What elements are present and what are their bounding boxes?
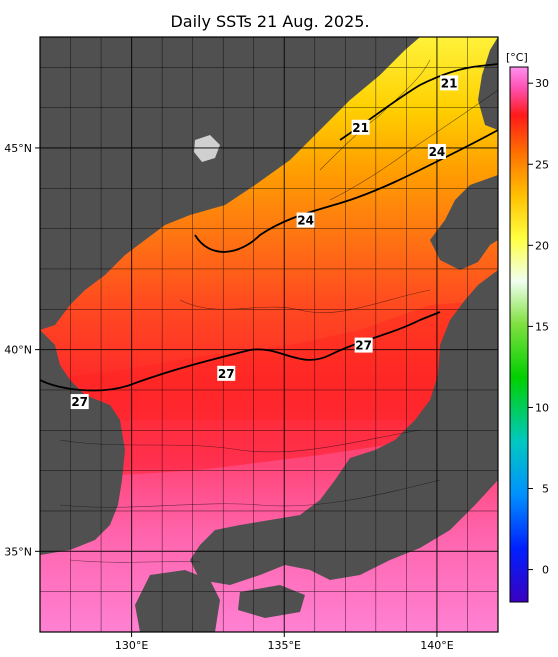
map-frame <box>39 36 499 633</box>
contour-label: 24 <box>427 143 446 159</box>
graticule <box>40 37 498 632</box>
lon-label: 135°E <box>268 639 301 652</box>
svg-text:27: 27 <box>355 339 372 353</box>
axis-labels: 45°N 40°N 35°N 130°E 135°E 140°E <box>4 142 453 652</box>
contour-label: 21 <box>351 119 370 135</box>
land-sakhalin <box>478 37 498 130</box>
contour-24 <box>194 129 498 253</box>
colorbar-tick-label: 20 <box>535 239 549 252</box>
contour-label: 24 <box>296 212 315 228</box>
land-shikoku <box>238 585 305 618</box>
land-kyushu <box>135 570 220 632</box>
land-hokkaido <box>430 175 498 270</box>
lat-label: 40°N <box>4 344 32 357</box>
land-asia <box>40 37 420 330</box>
lon-label: 130°E <box>115 639 148 652</box>
colorbar: [°C] 30 25 20 15 10 5 0 <box>506 51 549 603</box>
svg-text:24: 24 <box>429 145 446 159</box>
colorbar-tick-label: 10 <box>535 401 549 414</box>
colorbar-ramp <box>509 66 529 603</box>
colorbar-unit: [°C] <box>506 51 528 64</box>
svg-text:27: 27 <box>71 395 88 409</box>
colorbar-tick-label: 0 <box>542 564 549 577</box>
contour-label: 27 <box>354 337 373 353</box>
contour-labels: 21 21 24 24 27 27 27 <box>70 75 459 410</box>
land-korea <box>40 330 125 555</box>
svg-text:24: 24 <box>297 214 314 228</box>
land-honshu <box>190 270 498 585</box>
lat-label: 35°N <box>4 545 32 558</box>
svg-text:27: 27 <box>218 367 235 381</box>
svg-text:21: 21 <box>441 76 458 90</box>
contour-label: 27 <box>70 394 89 410</box>
map-title: Daily SSTs 21 Aug. 2025. <box>170 12 370 31</box>
lon-label: 140°E <box>420 639 453 652</box>
colorbar-tick-label: 25 <box>535 158 549 171</box>
colorbar-tick-label: 15 <box>535 320 549 333</box>
contour-label: 27 <box>217 365 236 381</box>
contour-label: 21 <box>440 75 459 91</box>
svg-text:21: 21 <box>352 121 369 135</box>
colorbar-tick-label: 5 <box>542 483 549 496</box>
lat-label: 45°N <box>4 142 32 155</box>
colorbar-tick-label: 30 <box>535 77 549 90</box>
land-island <box>194 135 220 162</box>
